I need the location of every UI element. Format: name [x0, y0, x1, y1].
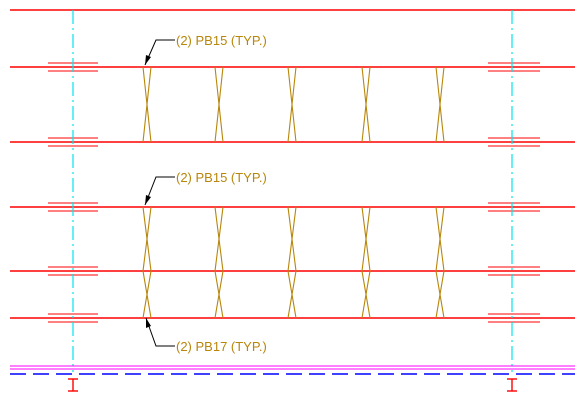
bracing-pair-1-1	[214, 206, 224, 272]
leader-2	[144, 176, 175, 206]
bracing-pair-2-3	[361, 270, 371, 319]
bracing-pair-1-3	[361, 206, 371, 272]
bracing-pair-1-0	[142, 206, 152, 272]
bracing-pair-0-0	[142, 66, 152, 143]
bracing-pair-2-4	[435, 270, 445, 319]
bracing-pair-1-4	[435, 206, 445, 272]
bracing-pair-2-1	[214, 270, 224, 319]
bracing-pair-0-3	[361, 66, 371, 143]
bracing-pair-0-2	[287, 66, 297, 143]
leader-1	[144, 39, 175, 66]
slab-edge-lines	[10, 365, 575, 375]
bracing-members	[142, 66, 445, 319]
grid-marks: I I	[68, 378, 517, 392]
leader-3	[145, 317, 175, 347]
bracing-pair-2-2	[287, 270, 297, 319]
leader-2-arrowhead	[145, 195, 151, 205]
callout-pb15-top: (2) PB15 (TYP.)	[176, 33, 267, 48]
callout-pb17-bottom: (2) PB17 (TYP.)	[176, 339, 267, 354]
grid-mark-left: I	[68, 378, 78, 392]
beam-lines	[10, 9, 575, 323]
grid-lines	[72, 10, 513, 372]
bracing-pair-0-4	[435, 66, 445, 143]
leader-1-arrowhead	[145, 55, 151, 65]
callout-pb15-middle: (2) PB15 (TYP.)	[176, 170, 267, 185]
bracing-pair-0-1	[214, 66, 224, 143]
callout-leaders	[144, 39, 175, 347]
bracing-pair-1-2	[287, 206, 297, 272]
grid-mark-right: I	[507, 378, 517, 392]
leader-3-arrowhead	[146, 318, 151, 328]
bracing-pair-2-0	[142, 270, 152, 319]
